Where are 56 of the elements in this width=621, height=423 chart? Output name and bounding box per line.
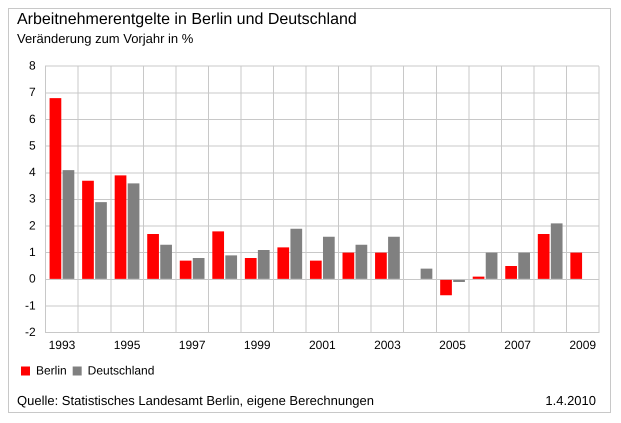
legend-label: Berlin: [36, 363, 67, 378]
x-tick-label: 2001: [308, 338, 336, 352]
y-tick-label: 1: [28, 244, 36, 259]
x-tick-label: 1999: [244, 338, 271, 352]
y-tick-label: 8: [28, 58, 36, 73]
text: 1.4.2010: [545, 393, 596, 408]
bar: [322, 236, 335, 279]
y-tick-label: -1: [25, 298, 36, 312]
bar: [258, 250, 270, 279]
y-tick-label: 4: [28, 165, 36, 180]
bar: [388, 236, 400, 279]
bar: [310, 260, 322, 279]
bar: [420, 268, 432, 279]
y-tick-label: 6: [28, 112, 36, 126]
bar: [192, 258, 205, 279]
bar: [342, 252, 354, 279]
bar: [277, 247, 290, 279]
y-tick-label: 3: [28, 192, 36, 206]
bar: [212, 231, 224, 279]
x-tick-label: 1995: [114, 338, 141, 352]
bar: [147, 234, 159, 279]
legend-label: Deutschland: [88, 363, 154, 378]
source-note: Quelle: Statistisches Landesamt Berlin, eigene Berechnungen: [17, 393, 374, 408]
bar: [505, 266, 517, 279]
y-tick-label: 0: [28, 272, 36, 286]
x-tick-label: 1997: [178, 338, 206, 352]
x-tick-label: 1993: [48, 338, 76, 352]
bar: [440, 280, 452, 296]
y-tick-label: 2: [28, 218, 36, 232]
bar: [180, 260, 192, 279]
bar: [225, 255, 238, 279]
x-tick-label: 2007: [504, 338, 532, 352]
bar: [95, 202, 107, 279]
bar: [550, 223, 563, 279]
bar: [128, 183, 140, 279]
y-tick-label: 5: [28, 138, 36, 152]
bar: [160, 244, 172, 279]
x-tick-label: 2005: [439, 338, 466, 352]
bar: [290, 228, 302, 279]
x-tick-label: 2009: [569, 338, 596, 352]
bar: [486, 252, 498, 279]
bar: [356, 244, 368, 279]
bar: [375, 252, 387, 279]
bar: [114, 175, 126, 279]
chart-subtitle: Veränderung zum Vorjahr in %: [17, 31, 194, 46]
bar: [82, 180, 94, 279]
y-tick-label: 7: [28, 85, 36, 100]
bar: [50, 98, 62, 279]
bar: [518, 252, 530, 279]
y-tick-label: -2: [25, 324, 36, 339]
chart-title: Arbeitnehmerentgelte in Berlin und Deutschland: [17, 11, 357, 29]
x-tick-label: 2003: [374, 338, 402, 352]
bar: [570, 252, 582, 279]
bar: [62, 170, 74, 279]
bar: [244, 258, 257, 279]
bar: [538, 234, 550, 279]
